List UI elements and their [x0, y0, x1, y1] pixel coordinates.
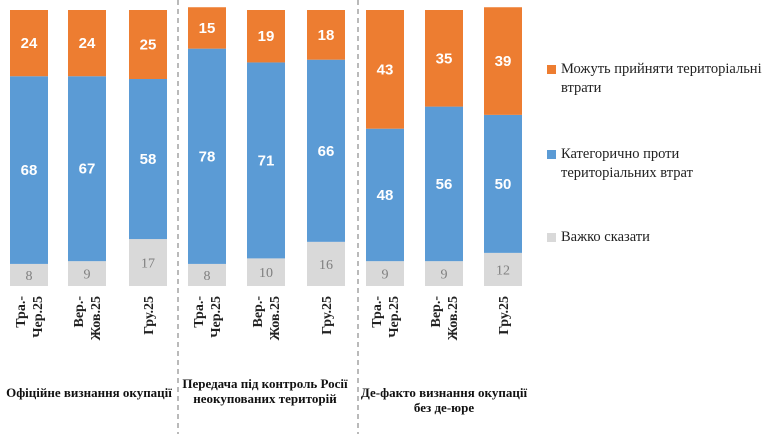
data-label: 19 [258, 28, 275, 45]
bar-segment [366, 10, 404, 129]
category-tick-label: Вер.- Жов.25 [72, 296, 104, 341]
bar-segment [425, 261, 463, 286]
group-label-transfer-control: Передача під контроль Росії неокупованих… [182, 376, 348, 406]
bar-segment [10, 76, 48, 264]
category-tick-label: Гру.25 [320, 296, 335, 335]
data-label: 24 [79, 35, 96, 52]
data-label: 8 [204, 269, 211, 284]
group-label-de-facto-recognition: Де-факто визнання окупації без де-юре [360, 385, 528, 415]
bar-segment [188, 263, 226, 286]
bar-segment [129, 10, 167, 79]
bar-segment [484, 252, 522, 286]
bar-segment [307, 10, 345, 60]
data-label: 12 [496, 263, 510, 278]
data-label: 8 [26, 269, 33, 284]
data-label: 25 [140, 37, 157, 54]
bar-segment [10, 10, 48, 77]
bar-segment [68, 10, 106, 77]
data-label: 9 [441, 268, 448, 283]
data-label: 9 [382, 268, 389, 283]
data-label: 78 [199, 148, 216, 165]
data-label: 56 [436, 176, 453, 193]
bar-segment [366, 128, 404, 262]
data-label: 18 [318, 27, 335, 44]
data-label: 48 [377, 187, 394, 204]
bar-segment [366, 261, 404, 286]
bar-segment [247, 258, 285, 286]
category-tick-label: Тра.- Чер.25 [192, 296, 224, 338]
data-label: 15 [199, 20, 216, 37]
bar-segment [247, 10, 285, 63]
bar-segment [247, 62, 285, 259]
data-label: 58 [140, 151, 157, 168]
category-tick-label: Тра.- Чер.25 [370, 296, 402, 338]
data-label: 66 [318, 143, 335, 160]
data-label: 35 [436, 50, 453, 67]
data-label: 9 [84, 268, 91, 283]
bar-segment [68, 76, 106, 262]
data-label: 67 [79, 161, 96, 178]
bar-segment [10, 263, 48, 286]
category-tick-label: Гру.25 [497, 296, 512, 335]
legend-swatch-gray [547, 233, 556, 242]
bar-segment [484, 7, 522, 115]
bar-segment [188, 48, 226, 264]
data-label: 43 [377, 61, 394, 78]
bar-segment [307, 59, 345, 242]
category-tick-label: Гру.25 [142, 296, 157, 335]
legend-swatch-orange [547, 65, 556, 74]
category-tick-label: Тра.- Чер.25 [14, 296, 46, 338]
bar-segment [188, 7, 226, 49]
bar-segment [129, 79, 167, 240]
bar-segment [307, 241, 345, 286]
legend-label-against: Категорично проти територіальних втрат [561, 146, 693, 181]
data-label: 68 [21, 162, 38, 179]
bar-segment [425, 106, 463, 262]
category-tick-label: Вер.- Жов.25 [251, 296, 283, 341]
bar-segment [484, 114, 522, 253]
data-label: 71 [258, 152, 275, 169]
data-label: 10 [259, 266, 273, 281]
data-label: 24 [21, 35, 38, 52]
bar-segment [425, 10, 463, 107]
bar-segment [129, 239, 167, 286]
data-label: 39 [495, 53, 512, 70]
legend-label-hard-to-say: Важко сказати [561, 229, 650, 245]
data-label: 17 [141, 257, 155, 272]
data-label: 50 [495, 176, 512, 193]
data-label: 16 [319, 258, 333, 273]
group-label-official-recognition: Офіційне визнання окупації [6, 385, 172, 400]
bar-segment [68, 261, 106, 286]
legend-label-can-accept: Можуть прийняти територіальні втрати [561, 61, 762, 96]
legend-swatch-blue [547, 150, 556, 159]
category-tick-label: Вер.- Жов.25 [429, 296, 461, 341]
